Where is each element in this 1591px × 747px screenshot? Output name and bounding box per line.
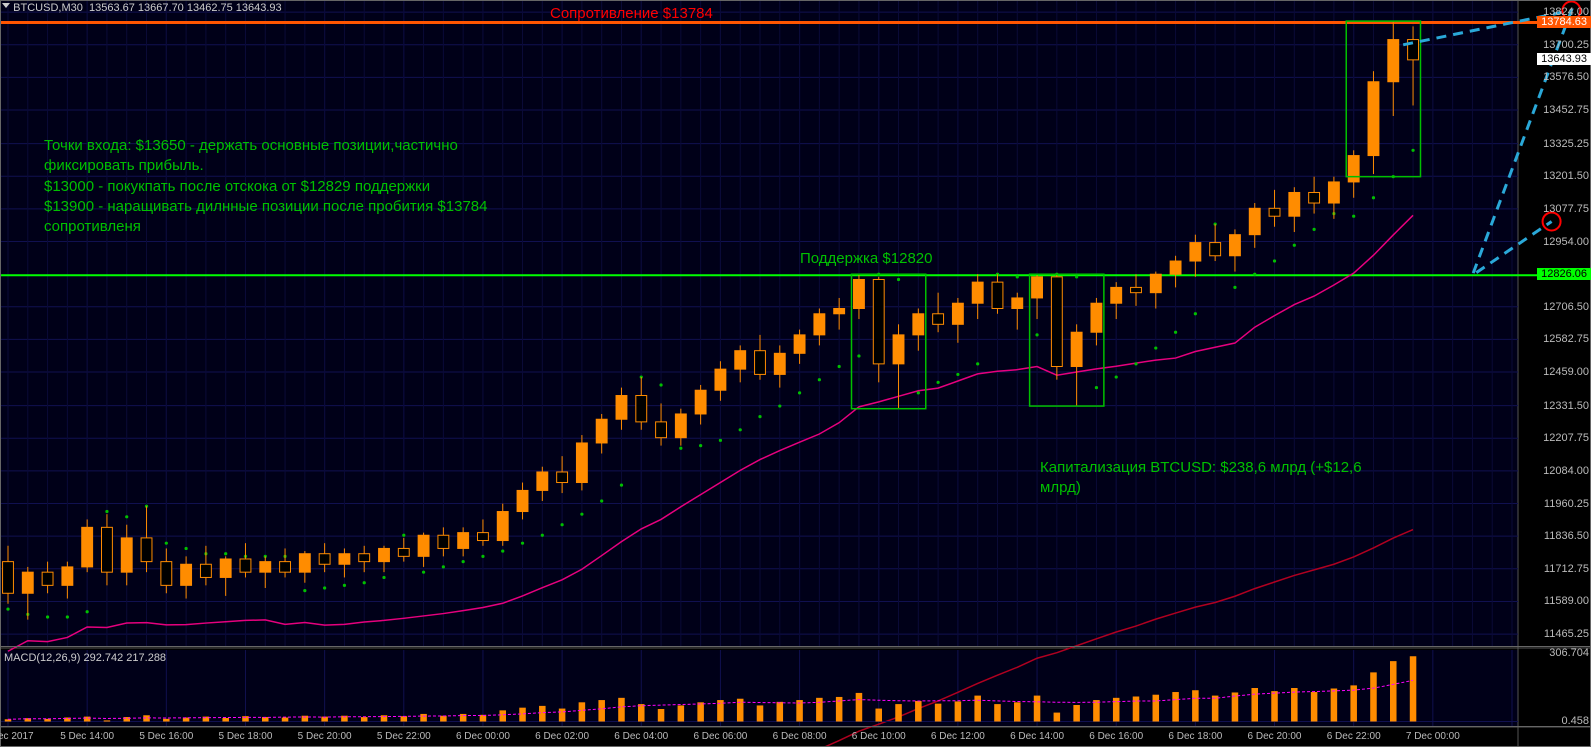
xaxis-tick: 6 Dec 20:00 [1248,731,1302,742]
yaxis-tick: 12459.00 [1543,366,1589,378]
xaxis-tick: 5 Dec 18:00 [219,731,273,742]
xaxis-tick: 6 Dec 02:00 [535,731,589,742]
xaxis-tick: 5 Dec 14:00 [60,731,114,742]
yaxis-tick: 11589.00 [1544,595,1589,607]
yaxis-tick: 12331.50 [1543,400,1589,412]
yaxis-tick: 13576.50 [1543,71,1589,83]
xaxis-tick: 6 Dec 10:00 [852,731,906,742]
xaxis-tick: 6 Dec 12:00 [931,731,985,742]
marketcap-text: Капитализация BTCUSD: $238,6 млрд (+$12,… [1040,458,1460,499]
xaxis-tick: 6 Dec 16:00 [1089,731,1143,742]
yaxis-tick: 12207.75 [1543,432,1589,444]
xaxis-tick: 6 Dec 08:00 [773,731,827,742]
xaxis-tick: 7 Dec 00:00 [1406,731,1460,742]
yaxis-tick: 13452.75 [1543,104,1589,116]
macd-header: MACD(12,26,9) 292.742 217.288 [4,652,166,664]
xaxis-tick: 6 Dec 14:00 [1010,731,1064,742]
yaxis-tick: 11960.25 [1544,498,1589,510]
yaxis-tick: 11465.25 [1544,628,1589,640]
yaxis-tick: 13700.25 [1543,39,1589,51]
dropdown-icon[interactable] [2,3,10,8]
entry-points-text: Точки входа: $13650 - держать основные п… [44,136,664,237]
yaxis-tick: 11712.75 [1544,563,1589,575]
chart-header: BTCUSD,M30 13563.67 13667.70 13462.75 13… [4,2,282,14]
xaxis-tick: 6 Dec 06:00 [693,731,747,742]
resistance-label: Сопротивление $13784 [550,4,713,24]
xaxis-tick: 6 Dec 00:00 [456,731,510,742]
yaxis-tick: 12084.00 [1543,465,1589,477]
yaxis-tick: 13077.75 [1543,203,1589,215]
xaxis-tick: 6 Dec 18:00 [1168,731,1222,742]
yaxis-tick: 13325.25 [1543,138,1589,150]
xaxis-tick: 6 Dec 04:00 [614,731,668,742]
yaxis-tick: 12582.75 [1543,333,1589,345]
macd-yaxis-tick: 0.458 [1561,715,1589,727]
yaxis-tick: 11836.50 [1544,530,1589,542]
xaxis-tick: 5 Dec 22:00 [377,731,431,742]
price-chart[interactable] [0,0,1591,747]
yaxis-tick: 12954.00 [1543,236,1589,248]
macd-yaxis-tick: 306.704 [1549,647,1589,659]
price-tag: 13643.93 [1537,53,1591,65]
xaxis-tick: 6 Dec 22:00 [1327,731,1381,742]
support-label: Поддержка $12820 [800,249,932,269]
xaxis-tick: 5 Dec 2017 [0,731,34,742]
yaxis-tick: 12706.50 [1543,301,1589,313]
yaxis-tick: 13201.50 [1543,170,1589,182]
price-tag: 12826.06 [1537,268,1591,280]
xaxis-tick: 5 Dec 16:00 [139,731,193,742]
xaxis-tick: 5 Dec 20:00 [298,731,352,742]
price-tag: 13784.63 [1537,16,1591,28]
